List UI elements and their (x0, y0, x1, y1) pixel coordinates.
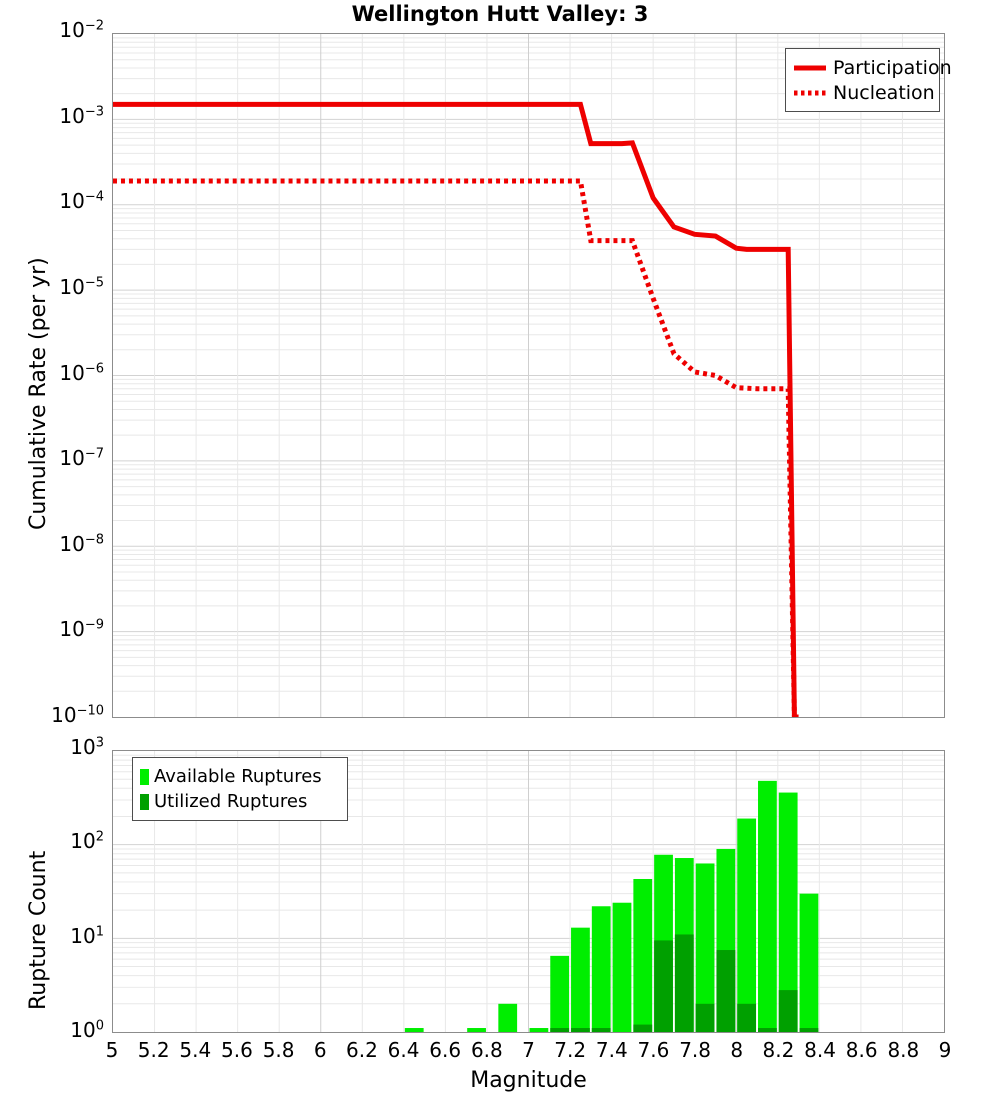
x-tick-label: 6.8 (470, 1038, 503, 1062)
participation-line-icon (793, 59, 827, 77)
x-tick-label: 5.8 (262, 1038, 295, 1062)
x-tick-label: 7.6 (637, 1038, 670, 1062)
x-tick-label: 8.4 (804, 1038, 836, 1062)
legend-item-utilized-ruptures: Utilized Ruptures (140, 789, 338, 814)
legend-item-participation: Participation (793, 55, 952, 80)
cumulative-rate-panel (112, 33, 945, 718)
page-title: Wellington Hutt Valley: 3 (351, 2, 649, 26)
x-tick-label: 8 (730, 1038, 744, 1062)
y-tick-label: 10−6 (59, 360, 104, 385)
legend-item-nucleation: Nucleation (793, 80, 935, 105)
x-tick-label: 5.6 (221, 1038, 253, 1062)
rate-curves (113, 101, 799, 717)
legend-top: Participation Nucleation (785, 48, 952, 112)
y-tick-label: 10−2 (59, 18, 104, 42)
x-tick-label: 6.4 (387, 1038, 420, 1062)
cumulative-rate-plot-area (113, 34, 944, 717)
legend-label-available-ruptures: Available Ruptures (154, 766, 322, 787)
x-tick-label: 8.6 (845, 1038, 878, 1062)
rupture-bars (404, 780, 819, 1032)
y-axis-label-top: Cumulative Rate (per yr) (26, 257, 51, 530)
x-tick-label: 6.6 (429, 1038, 462, 1062)
legend-label-nucleation: Nucleation (833, 81, 935, 104)
rupture-count-plot-area (113, 751, 944, 1032)
y-tick-label: 102 (70, 829, 104, 854)
x-tick-label: 8.2 (762, 1038, 795, 1062)
legend-label-utilized-ruptures: Utilized Ruptures (154, 791, 308, 812)
y-tick-label: 10−8 (59, 531, 104, 556)
x-tick-label: 7 (522, 1038, 535, 1062)
y-tick-label: 10−7 (59, 446, 104, 471)
available-ruptures-swatch-icon (140, 768, 149, 785)
x-tick-label: 6 (313, 1038, 327, 1062)
grid-lines-top (113, 34, 944, 717)
x-tick-label: 6.2 (345, 1038, 378, 1062)
utilized-ruptures-swatch-icon (140, 793, 149, 810)
x-tick-label: 7.8 (679, 1038, 711, 1062)
y-tick-label: 10−10 (51, 703, 104, 727)
nucleation-line-icon (793, 84, 827, 102)
x-tick-label: 9 (938, 1038, 952, 1062)
x-tick-label: 7.4 (595, 1038, 628, 1062)
y-tick-label: 101 (70, 923, 104, 948)
x-axis-label: Magnitude (470, 1068, 587, 1093)
legend-bottom: Available Ruptures Utilized Ruptures (132, 757, 348, 821)
y-tick-label: 10−5 (59, 274, 104, 299)
x-tick-label: 7.2 (554, 1038, 587, 1062)
x-tick-label: 5.4 (179, 1038, 212, 1062)
x-tick-label: 5 (105, 1038, 119, 1062)
y-tick-label: 103 (70, 735, 104, 759)
y-tick-label: 10−3 (59, 103, 104, 128)
x-tick-label: 5.2 (137, 1038, 170, 1062)
x-tick-label: 8.8 (887, 1038, 920, 1062)
y-tick-label: 10−4 (59, 189, 104, 214)
y-tick-label: 10−9 (59, 617, 104, 642)
legend-label-participation: Participation (833, 56, 952, 79)
legend-item-available-ruptures: Available Ruptures (140, 764, 338, 789)
y-tick-label: 100 (70, 1018, 104, 1042)
